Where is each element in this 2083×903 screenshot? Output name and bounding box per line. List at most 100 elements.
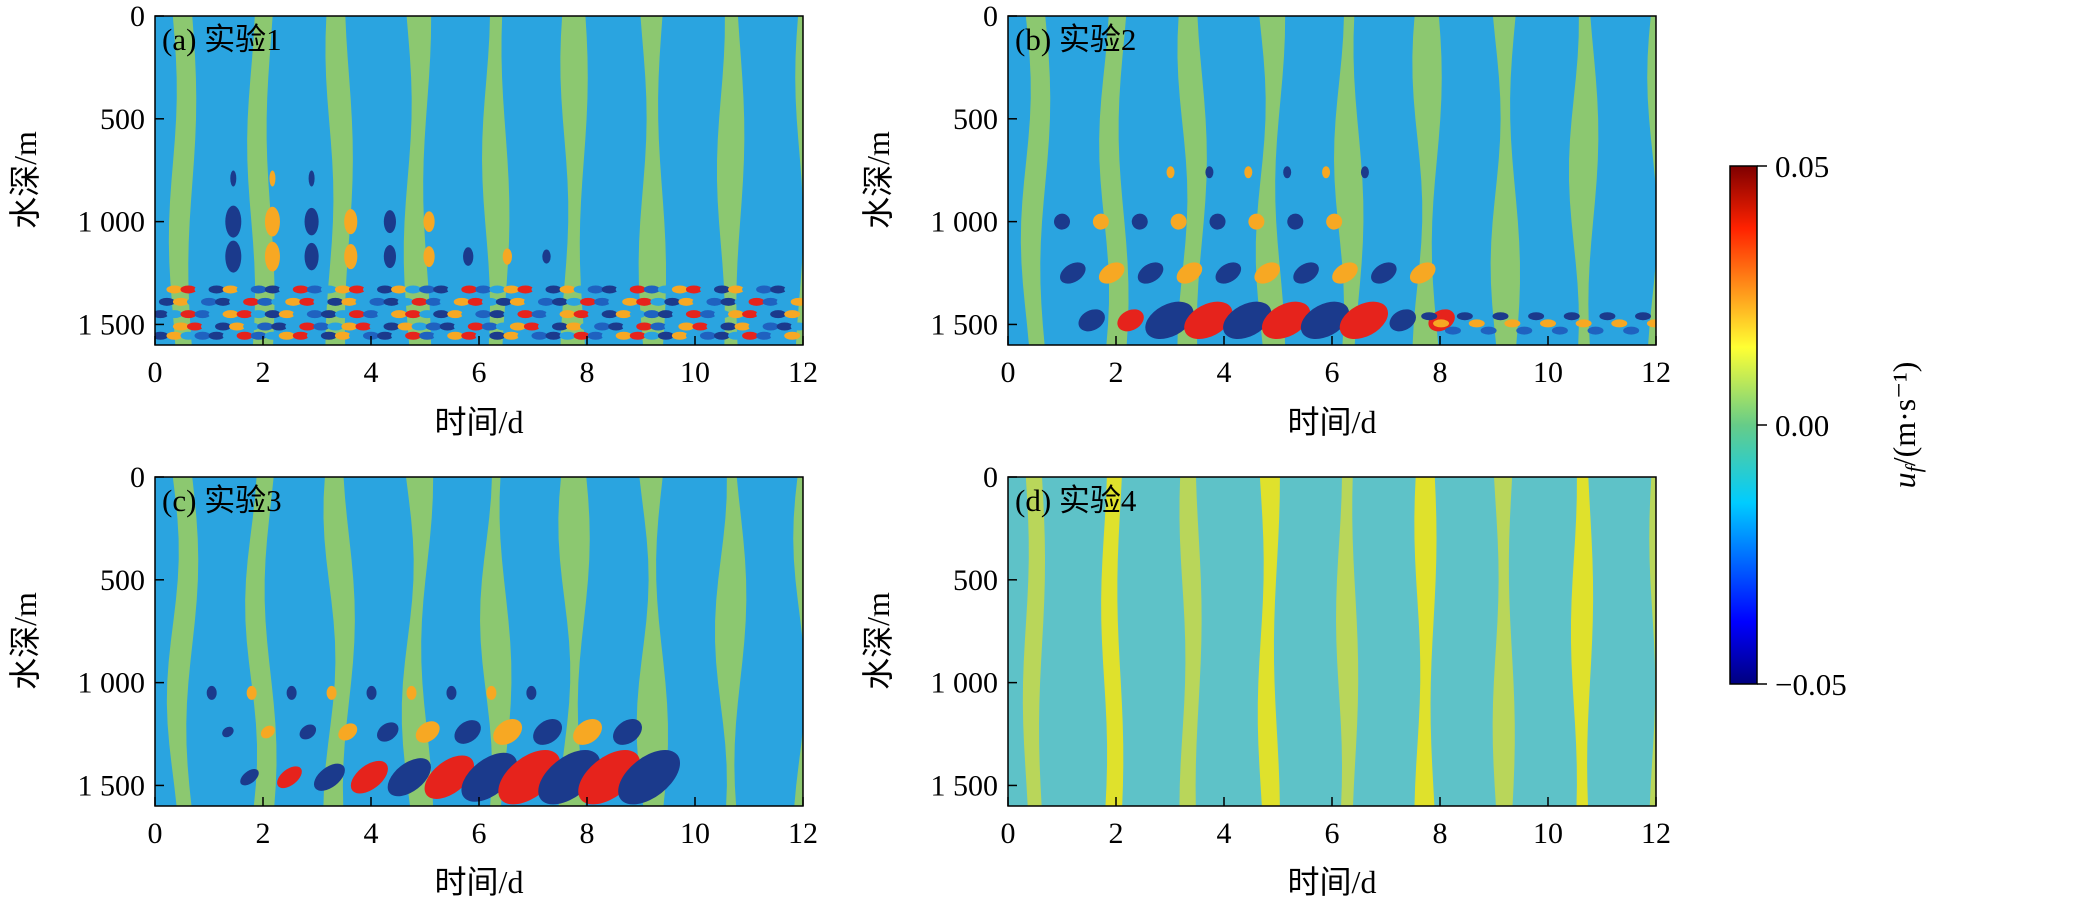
contour-blob	[615, 331, 632, 340]
contour-blob	[523, 322, 540, 331]
contour-band	[1453, 477, 1476, 806]
contour-blob	[1184, 301, 1233, 339]
contour-blob	[344, 208, 358, 235]
contour-blob	[1060, 262, 1086, 284]
contour-blob	[447, 310, 464, 319]
contour-blob	[629, 331, 646, 340]
contour-blob	[784, 285, 801, 294]
contour-blob	[1468, 319, 1485, 328]
contour-blob	[622, 297, 639, 306]
contour-blob	[601, 310, 618, 319]
x-tick-label: 12	[788, 817, 818, 850]
contour-blob	[1635, 312, 1652, 321]
y-tick-label: 1 000	[931, 667, 999, 700]
contour-blob	[194, 285, 211, 294]
contour-blob	[264, 241, 280, 272]
contour-blob	[756, 285, 773, 294]
contour-blob	[423, 246, 435, 267]
contour-blob	[699, 331, 716, 340]
panel-b-y-ticks: 0 500 1 000 1 500	[931, 0, 1017, 341]
contour-blob	[587, 331, 604, 340]
contour-blob	[685, 310, 702, 319]
contour-blob	[1456, 312, 1473, 321]
contour-blob	[664, 297, 681, 306]
contour-blob	[236, 310, 253, 319]
contour-blob	[229, 322, 246, 331]
contour-blob	[433, 285, 450, 294]
contour-blob	[411, 322, 428, 331]
contour-blob	[734, 297, 751, 306]
contour-blob	[369, 322, 386, 331]
contour-blob	[155, 331, 169, 340]
contour-blob	[545, 285, 562, 294]
x-tick-label: 8	[1433, 356, 1448, 389]
contour-blob	[742, 310, 759, 319]
contour-blob	[355, 322, 372, 331]
panel-b: 0 2 4 6 8 10 12 0 500 1 000 1 500 (b) 实验2 时间/d 水深…	[860, 0, 1671, 440]
x-tick-label: 6	[1325, 817, 1340, 850]
contour-blob	[313, 763, 345, 791]
colorbar-label-units: /(m·s⁻¹)	[1886, 362, 1922, 467]
contour-blob	[313, 322, 330, 331]
contour-blob	[1131, 213, 1148, 230]
contour-blob	[264, 310, 281, 319]
contour-blob	[578, 750, 641, 805]
contour-blob	[685, 331, 702, 340]
x-tick-label: 8	[580, 356, 595, 389]
contour-blob	[299, 297, 316, 306]
x-tick-label: 10	[1533, 356, 1563, 389]
contour-blob	[194, 310, 211, 319]
contour-blob	[201, 322, 217, 331]
contour-blob	[215, 322, 232, 331]
contour-blob	[453, 297, 470, 306]
contour-blob	[1389, 309, 1416, 332]
y-tick-label: 1 500	[931, 769, 999, 802]
contour-blob	[326, 685, 337, 700]
contour-blob	[493, 719, 523, 745]
contour-blob	[542, 249, 551, 264]
contour-blob	[383, 322, 400, 331]
contour-blob	[756, 331, 773, 340]
contour-blob	[756, 310, 773, 319]
contour-blob	[158, 297, 175, 306]
panel-c-blobs	[206, 685, 681, 805]
contour-blob	[615, 285, 632, 294]
contour-band	[1257, 477, 1280, 806]
contour-blob	[566, 297, 583, 306]
contour-blob	[498, 750, 561, 805]
contour-blob	[461, 310, 478, 319]
contour-band	[715, 477, 747, 806]
contour-blob	[1563, 312, 1580, 321]
contour-blob	[566, 322, 583, 331]
contour-blob	[678, 297, 695, 306]
contour-band	[166, 477, 199, 806]
contour-blob	[327, 322, 344, 331]
contour-blob	[306, 310, 323, 319]
contour-band	[638, 16, 666, 345]
contour-band	[1334, 16, 1364, 345]
x-tick-label: 4	[364, 356, 379, 389]
contour-blob	[155, 310, 169, 319]
panel-b-bands	[1020, 16, 1656, 345]
contour-blob	[292, 331, 309, 340]
contour-blob	[206, 685, 217, 700]
contour-blob	[240, 769, 259, 786]
contour-blob	[425, 322, 442, 331]
contour-blob	[762, 297, 779, 306]
contour-blob	[1540, 319, 1556, 328]
contour-blob	[463, 247, 474, 266]
colorbar-label: uf/(m·s⁻¹)	[1886, 362, 1926, 489]
contour-blob	[678, 322, 695, 331]
contour-blob	[692, 297, 709, 306]
contour-blob	[387, 758, 431, 797]
contour-blob	[341, 322, 358, 331]
contour-band	[323, 477, 355, 806]
contour-blob	[229, 297, 246, 306]
contour-blob	[264, 331, 281, 340]
contour-blob	[236, 331, 253, 340]
contour-blob	[1587, 326, 1604, 335]
contour-blob	[629, 285, 646, 294]
x-tick-label: 12	[788, 356, 818, 389]
contour-blob	[657, 285, 674, 294]
